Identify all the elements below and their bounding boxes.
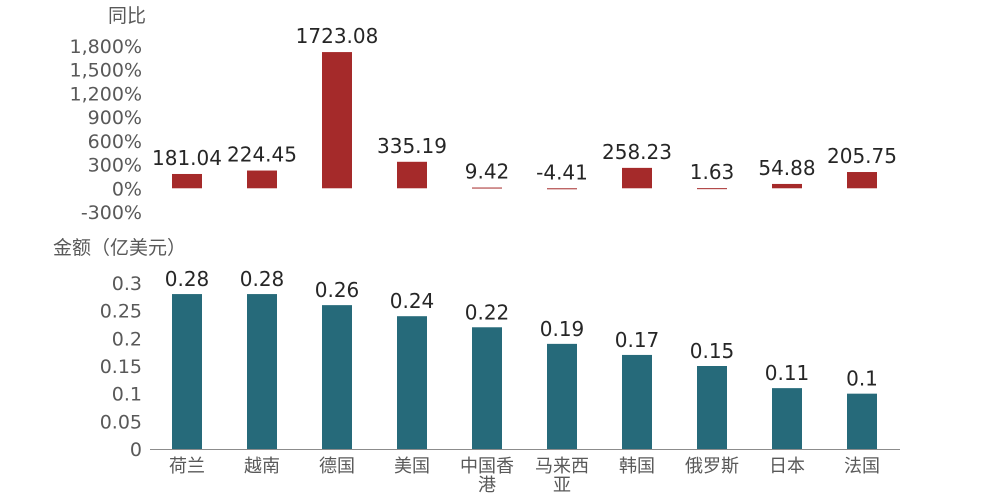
top-y-tick-label: 900% — [88, 107, 142, 129]
top-y-tick-label: 600% — [88, 131, 142, 153]
bottom-bar — [772, 388, 802, 449]
top-bar — [847, 172, 877, 189]
bottom-y-tick-label: 0.2 — [112, 328, 142, 350]
x-axis-category-label: 荷兰 — [169, 456, 205, 477]
x-axis-category-label: 日本 — [769, 456, 805, 477]
yoy-chart: 同比 1,800%1,500%1,200%900%600%300%0%-300%… — [70, 5, 897, 224]
top-bar — [772, 183, 802, 189]
x-axis-category-label: 马来西亚 — [535, 456, 589, 496]
top-y-tick-label: 1,500% — [70, 60, 142, 82]
top-y-tick-label: 300% — [88, 155, 142, 177]
bottom-data-label: 0.15 — [690, 339, 735, 363]
category-label-line: 港 — [478, 475, 496, 496]
bottom-y-tick-label: 0.1 — [112, 384, 142, 406]
top-y-axis: 1,800%1,500%1,200%900%600%300%0%-300% — [70, 36, 142, 224]
bottom-bar — [472, 327, 502, 449]
x-axis-category-label: 德国 — [319, 456, 355, 477]
category-label-line: 中国香 — [460, 456, 514, 477]
amount-chart: 金额（亿美元） 0.30.250.20.150.10.050 0.28 0.28 0… — [53, 237, 900, 496]
top-y-tick-label: -300% — [81, 202, 142, 224]
top-data-label: 1723.08 — [296, 24, 379, 48]
bottom-bar — [622, 354, 652, 449]
bottom-y-tick-label: 0.15 — [100, 356, 142, 378]
top-bar — [397, 161, 427, 189]
top-bar — [472, 187, 502, 189]
top-bar — [622, 167, 652, 189]
top-bar — [697, 188, 727, 190]
top-bar — [172, 173, 202, 189]
top-data-label: 9.42 — [465, 160, 510, 184]
x-axis-category-label: 美国 — [394, 456, 430, 477]
top-bars — [172, 52, 877, 190]
top-data-labels: 181.04 224.45 1723.08 335.19 9.42 -4.41 258.23… — [152, 24, 897, 184]
top-bar — [247, 170, 277, 189]
top-data-label: 54.88 — [758, 156, 815, 180]
bottom-data-label: 0.19 — [540, 317, 585, 341]
bottom-bar — [847, 393, 877, 449]
bottom-data-label: 0.24 — [390, 289, 435, 313]
x-axis-category-label: 法国 — [844, 456, 880, 477]
bottom-bar — [322, 305, 352, 449]
category-label-line: 亚 — [553, 475, 571, 496]
bottom-data-label: 0.11 — [765, 361, 810, 385]
x-axis-category-label: 俄罗斯 — [685, 456, 739, 477]
bottom-data-labels: 0.28 0.28 0.26 0.24 0.22 0.19 0.17 0.15 0.11 0.1 — [165, 267, 878, 391]
x-axis-category-label: 中国香港 — [460, 456, 514, 496]
x-axis-category-label: 韩国 — [619, 456, 655, 477]
bottom-y-tick-label: 0.05 — [100, 411, 142, 433]
category-label-line: 越南 — [244, 456, 280, 477]
top-data-label: 181.04 — [152, 146, 222, 170]
bottom-bar — [547, 343, 577, 449]
x-axis-category-label: 越南 — [244, 456, 280, 477]
bottom-data-label: 0.1 — [846, 367, 878, 391]
category-label-line: 韩国 — [619, 456, 655, 477]
category-label-line: 日本 — [769, 456, 805, 477]
bottom-data-label: 0.17 — [615, 328, 660, 352]
category-label-line: 德国 — [319, 456, 355, 477]
category-label-line: 荷兰 — [169, 456, 205, 477]
category-label-line: 美国 — [394, 456, 430, 477]
top-data-label: 335.19 — [377, 134, 447, 158]
bottom-y-axis-title: 金额（亿美元） — [53, 237, 186, 259]
bottom-y-axis: 0.3 0.25 0.2 0.15 0.1 0.05 0 — [100, 273, 142, 461]
category-label-line: 法国 — [844, 456, 880, 477]
bottom-bar — [172, 294, 202, 449]
category-label-line: 马来西 — [535, 456, 589, 477]
bottom-y-tick-label: 0.3 — [112, 273, 142, 295]
top-y-axis-title: 同比 — [108, 5, 146, 27]
bottom-bar — [247, 294, 277, 449]
top-y-tick-label: 1,200% — [70, 83, 142, 105]
top-data-label: 1.63 — [690, 160, 735, 184]
bottom-data-label: 0.28 — [240, 267, 285, 291]
bottom-data-label: 0.26 — [315, 278, 360, 302]
top-data-label: 224.45 — [227, 143, 297, 167]
bottom-bars — [172, 294, 877, 449]
top-y-tick-label: 1,800% — [70, 36, 142, 58]
bottom-data-label: 0.28 — [165, 267, 210, 291]
top-data-label: -4.41 — [536, 160, 588, 184]
top-bar — [322, 52, 352, 189]
bottom-y-tick-label: 0 — [130, 439, 142, 461]
category-label-line: 俄罗斯 — [685, 456, 739, 477]
bottom-bar — [397, 316, 427, 449]
top-y-tick-label: 0% — [112, 178, 142, 200]
bottom-bar — [697, 366, 727, 449]
top-data-label: 205.75 — [827, 144, 897, 168]
bottom-y-tick-label: 0.25 — [100, 301, 142, 323]
top-bar — [547, 188, 577, 190]
bottom-data-label: 0.22 — [465, 300, 510, 324]
top-data-label: 258.23 — [602, 140, 672, 164]
